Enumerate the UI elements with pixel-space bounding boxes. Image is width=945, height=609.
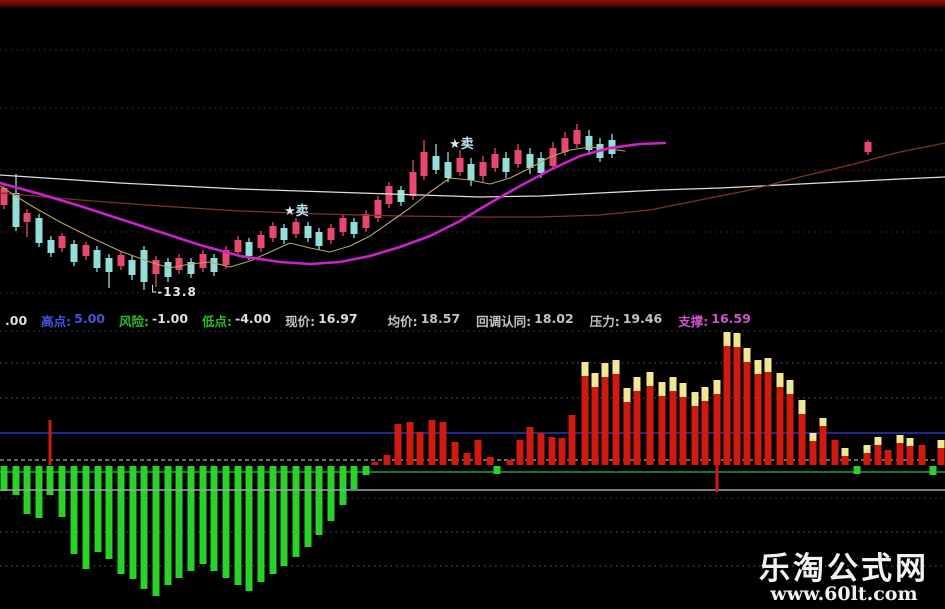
status-field: 风险: -1.00 [119, 311, 188, 330]
status-field: 压力: 19.46 [590, 311, 663, 330]
indicator-status-bar: .00 高点: 5.00 风险: -1.00 低点: -4.00 现价: 16.97 均价: 18… [0, 309, 945, 331]
status-field-label: 风险: [119, 313, 149, 329]
status-field-label: 高点: [41, 313, 72, 329]
sell-marker-label: 卖 [460, 137, 474, 152]
status-field: 均价: 18.57 [388, 311, 461, 330]
sell-signal-marker-1: ★卖 [284, 200, 309, 219]
status-field-label: 均价: [387, 313, 418, 329]
watermark: 乐淘公式网 www.60lt.com [759, 550, 929, 606]
status-field-value: 18.57 [420, 310, 461, 326]
status-field: 支撑: 16.59 [678, 311, 751, 330]
status-field: 低点: -4.00 [202, 311, 271, 330]
status-field: 现价: 16.97 [285, 311, 358, 330]
status-field: .00 [5, 313, 27, 328]
status-field-value: 19.46 [622, 310, 663, 326]
status-field-label: 压力: [589, 313, 620, 329]
status-field-value: 16.97 [318, 310, 358, 326]
status-field-value: 5.00 [74, 310, 105, 326]
sell-signal-marker-2: ★卖 [449, 133, 474, 152]
sell-marker-label: 卖 [295, 204, 309, 219]
status-field-value: -4.00 [235, 310, 272, 326]
status-field-label: 现价: [285, 313, 316, 329]
status-field-value: 18.02 [534, 310, 574, 326]
status-field-label: 回调认同: [476, 313, 532, 329]
status-field-value: 16.59 [711, 310, 751, 326]
status-field: 回调认同: 18.02 [476, 311, 574, 330]
watermark-site-name: 乐淘公式网 [759, 550, 929, 587]
status-field-value: .00 [5, 312, 28, 328]
star-icon: ★ [284, 204, 296, 219]
status-field-label: 支撑: [678, 313, 709, 329]
status-left-group: .00 高点: 5.00 风险: -1.00 低点: -4.00 现价: 16.97 [5, 311, 358, 330]
watermark-url: www.60lt.com [770, 583, 918, 606]
status-right-group: 均价: 18.57 回调认同: 18.02 压力: 19.46 支撑: 16.59 [388, 311, 751, 330]
low-point-annotation: └-13.8 [149, 285, 197, 299]
top-red-bar [0, 0, 945, 8]
status-field: 高点: 5.00 [41, 311, 105, 330]
star-icon: ★ [449, 137, 461, 152]
status-field-value: -1.00 [152, 310, 189, 326]
status-field-label: 低点: [202, 313, 233, 329]
